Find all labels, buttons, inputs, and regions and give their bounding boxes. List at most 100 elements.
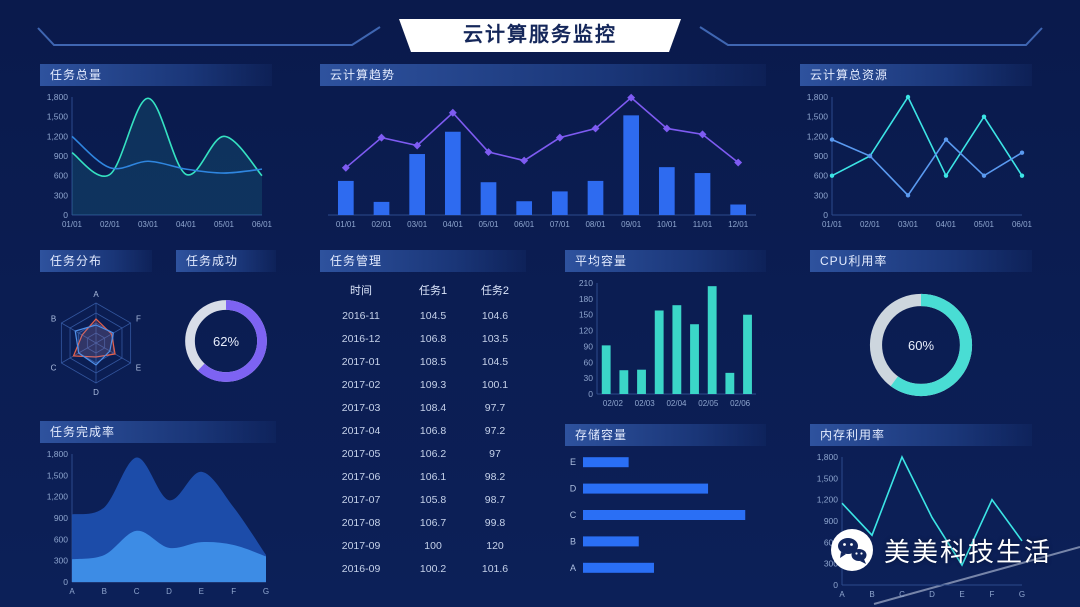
svg-text:1,500: 1,500 [807,112,829,122]
watermark: 美美科技生活 [830,528,1052,572]
table-cell: 108.5 [419,355,447,368]
avg-capacity-chart: 0 30 60 90 120 150 180 210 02/02 02/03 02/04 02/05 0… [565,275,766,410]
table-row: 2017-02 109.3 100.1 [320,373,526,396]
svg-text:02/01: 02/01 [100,220,121,229]
storage-capacity-chart: E D C B A [565,449,766,581]
table-cell: 2016-12 [341,332,381,345]
table-header-cell: 任务2 [480,285,510,297]
panel-avg-capacity: 平均容量 0 30 60 90 120 150 180 210 02/02 02/03 02/04 0… [565,250,766,410]
svg-text:150: 150 [579,310,593,320]
svg-text:900: 900 [54,513,68,523]
svg-text:E: E [199,587,204,596]
panel-title: 任务分布 [50,254,103,268]
table-cell: 2016-09 [341,562,381,575]
table-cell: 106.2 [419,447,447,460]
svg-text:62%: 62% [213,334,239,349]
table-cell: 106.8 [419,424,447,437]
panel-title: 平均容量 [575,254,628,268]
svg-text:A: A [839,590,845,599]
table-cell: 2017-07 [341,493,381,506]
svg-text:09/01: 09/01 [621,220,642,229]
table-row: 2017-08 106.7 99.8 [320,511,526,534]
memory-usage-chart: 0 300 600 900 1,200 1,500 1,800 A B C D E F G [810,449,1032,601]
table-cell: 106.8 [419,332,447,345]
panel-header-cpu-usage: CPU利用率 [810,250,1032,272]
svg-text:900: 900 [824,516,838,526]
table-cell: 98.2 [484,470,506,483]
svg-text:210: 210 [579,278,593,288]
svg-text:03/01: 03/01 [898,220,919,229]
svg-text:300: 300 [824,559,838,569]
panel-title: 任务总量 [50,68,103,82]
table-cell: 100.1 [481,378,509,391]
table-header-row: 时间 任务1 任务2 [320,276,526,304]
table-row: 2016-09 100.2 101.6 [320,557,526,580]
task-total-chart: 0 300 600 900 1,200 1,500 1,800 01/01 02/01 03/01… [40,89,273,231]
table-cell: 2017-05 [341,447,381,460]
table-cell: 103.5 [481,332,509,345]
svg-text:G: G [1019,590,1025,599]
panel-title: 内存利用率 [820,428,886,442]
wechat-icon [831,529,873,571]
panel-task-management: 任务管理 时间 任务1 任务2 2016-11 104.5 104.6 2016-12 106… [320,250,526,582]
table-row: 2017-03 108.4 97.7 [320,396,526,419]
svg-text:C: C [51,364,57,373]
table-row: 2017-07 105.8 98.7 [320,488,526,511]
panel-task-success: 任务成功 62% [176,250,276,407]
svg-text:1,500: 1,500 [47,470,69,480]
svg-text:0: 0 [823,210,828,220]
table-cell: 97.2 [484,424,506,437]
table-cell: 106.7 [419,516,447,529]
svg-text:600: 600 [54,534,68,544]
svg-text:1,200: 1,200 [47,131,69,141]
panel-title: 任务完成率 [50,425,116,439]
svg-text:90: 90 [584,341,594,351]
table-cell: 97 [489,447,501,460]
svg-text:60: 60 [584,357,594,367]
svg-text:02/03: 02/03 [635,399,656,408]
panel-title: 任务管理 [330,254,383,268]
svg-text:30: 30 [584,373,594,383]
svg-text:600: 600 [824,537,838,547]
svg-text:01/01: 01/01 [822,220,843,229]
panel-storage-capacity: 存储容量 E D C B A [565,424,766,581]
task-success-donut: 62% [176,275,276,407]
panel-header-cloud-trend: 云计算趋势 [320,64,766,86]
svg-text:04/01: 04/01 [176,220,197,229]
table-cell: 100 [424,539,442,552]
svg-text:E: E [136,364,141,373]
svg-text:300: 300 [814,190,828,200]
panel-header-avg-capacity: 平均容量 [565,250,766,272]
panel-header-task-management: 任务管理 [320,250,526,272]
svg-text:05/01: 05/01 [974,220,995,229]
table-cell: 101.6 [481,562,509,575]
svg-text:F: F [231,587,236,596]
svg-text:E: E [959,590,964,599]
table-cell: 2016-11 [342,309,380,322]
svg-text:04/01: 04/01 [443,220,464,229]
table-cell: 104.6 [481,309,509,322]
svg-text:300: 300 [54,556,68,566]
svg-text:1,800: 1,800 [47,449,69,459]
svg-text:1,200: 1,200 [807,131,829,141]
table-cell: 2017-09 [341,539,381,552]
svg-text:08/01: 08/01 [585,220,606,229]
table-row: 2017-05 106.2 97 [320,442,526,465]
svg-text:F: F [136,315,141,324]
panel-task-completion: 任务完成率 0 300 600 900 1,200 1,500 1,800 A B C D E F G [40,421,276,598]
svg-text:1,500: 1,500 [47,112,69,122]
table-header-cell: 时间 [350,285,373,297]
panel-cloud-resource: 云计算总资源 0 300 600 900 1,200 1,500 1,800 01/01 02/… [800,64,1033,231]
table-row: 2017-06 106.1 98.2 [320,465,526,488]
svg-text:600: 600 [814,171,828,181]
svg-text:120: 120 [579,326,593,336]
svg-text:0: 0 [588,389,593,399]
table-cell: 2017-01 [341,355,381,368]
svg-text:B: B [869,590,874,599]
svg-text:1,200: 1,200 [817,495,839,505]
svg-text:0: 0 [63,210,68,220]
table-row: 2016-11 104.5 104.6 [320,304,526,327]
svg-text:1,800: 1,800 [807,92,829,102]
svg-text:B: B [51,315,56,324]
